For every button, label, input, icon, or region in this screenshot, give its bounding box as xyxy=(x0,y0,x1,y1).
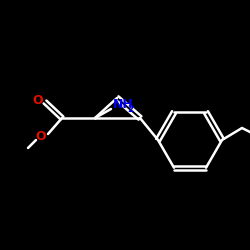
Text: NH: NH xyxy=(113,98,134,112)
Text: O: O xyxy=(33,94,43,108)
Text: O: O xyxy=(36,130,46,142)
Text: 2: 2 xyxy=(128,105,134,114)
